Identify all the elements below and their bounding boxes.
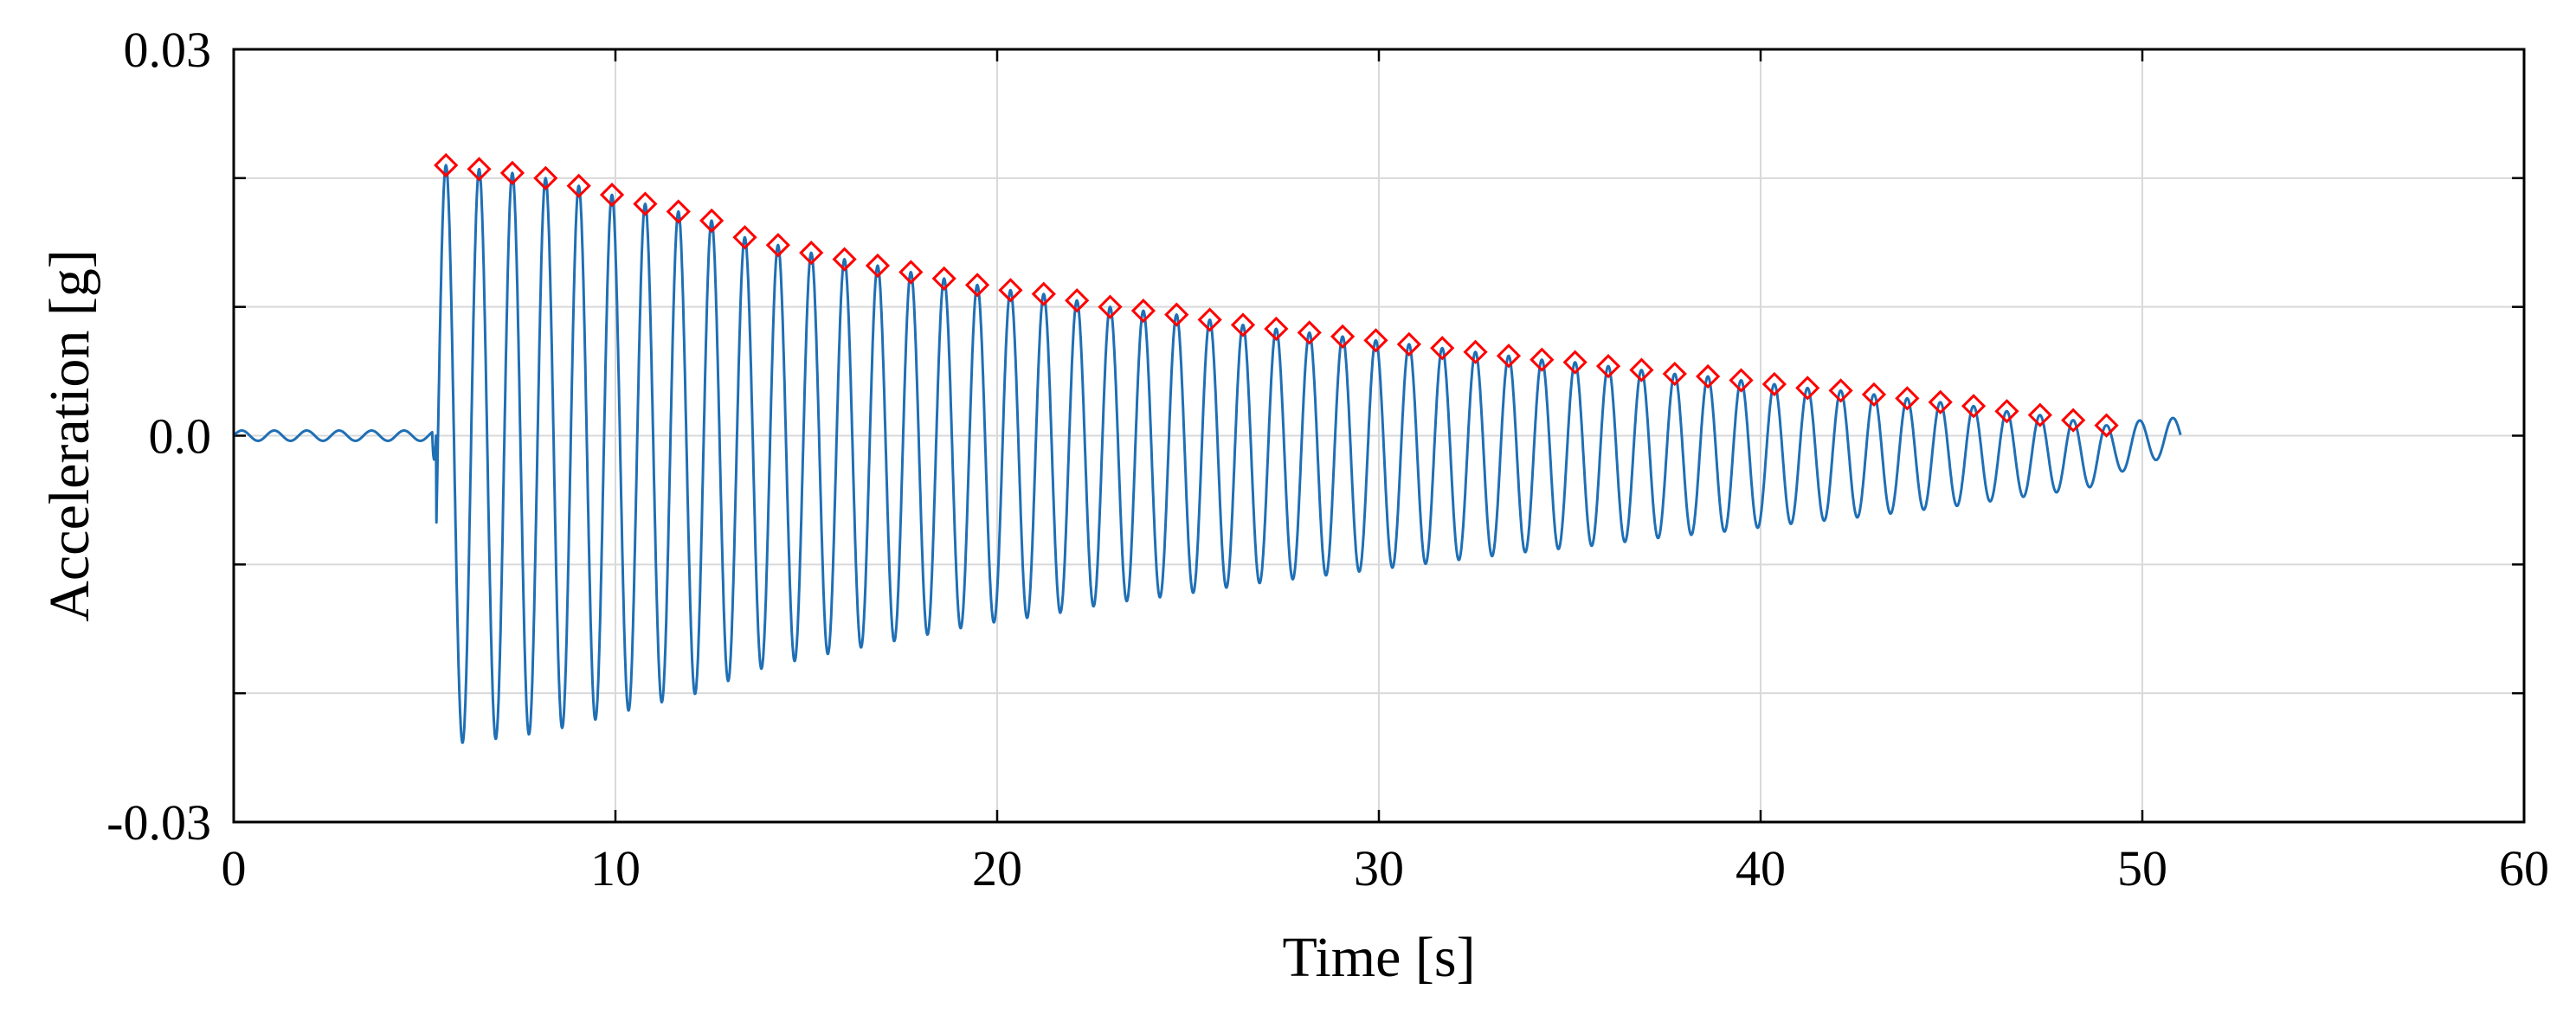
peak-marker — [1629, 357, 1654, 382]
peak-marker — [1928, 389, 1953, 414]
peak-marker — [499, 160, 525, 186]
peak-marker — [533, 165, 558, 190]
peak-marker — [898, 260, 924, 285]
peak-marker — [1562, 350, 1587, 375]
peak-marker — [732, 225, 757, 250]
peak-marker — [1197, 307, 1222, 332]
peak-marker — [434, 152, 459, 178]
peak-marker — [2094, 413, 2119, 438]
peak-marker — [1363, 328, 1388, 353]
peak-marker — [599, 183, 625, 208]
x-tick-label: 40 — [1736, 840, 1786, 896]
peak-marker — [566, 173, 591, 198]
peak-marker — [633, 191, 658, 216]
peak-marker — [1994, 399, 2019, 424]
peak-marker — [832, 247, 857, 272]
peak-marker — [467, 157, 492, 182]
x-tick-label: 20 — [972, 840, 1022, 896]
peak-marker — [1696, 363, 1721, 389]
peak-marker — [998, 278, 1023, 303]
y-tick-label: 0.0 — [149, 408, 212, 465]
peak-marker — [1895, 386, 1920, 411]
peak-marker — [1761, 371, 1787, 397]
peak-marker — [1463, 339, 1488, 364]
x-axis-title: Time [s] — [1282, 926, 1475, 989]
peak-marker — [1330, 324, 1356, 350]
x-tick-labels: 0 10 20 30 40 50 60 — [222, 840, 2550, 896]
peak-marker — [865, 253, 891, 279]
y-axis-title: Acceleration [g] — [38, 249, 101, 622]
peak-marker — [1430, 336, 1455, 361]
peak-markers — [434, 152, 2119, 438]
peak-marker — [1861, 382, 1887, 407]
peak-marker — [799, 241, 824, 266]
peak-marker — [1098, 294, 1123, 319]
peak-marker — [666, 199, 691, 224]
peak-marker — [964, 273, 990, 298]
peak-marker — [2061, 408, 2086, 433]
x-tick-label: 30 — [1354, 840, 1404, 896]
peak-marker — [1230, 312, 1256, 337]
x-tick-label: 10 — [590, 840, 641, 896]
peak-marker — [699, 208, 724, 234]
grid-lines — [233, 48, 2525, 823]
peak-marker — [1264, 316, 1289, 342]
peak-marker — [1065, 288, 1090, 313]
peak-marker — [2027, 402, 2052, 427]
peak-marker — [1031, 281, 1056, 306]
peak-marker — [1795, 376, 1820, 401]
peak-marker — [1130, 299, 1156, 324]
y-tick-label: 0.03 — [124, 22, 212, 78]
peak-marker — [1530, 347, 1555, 372]
peak-marker — [1595, 354, 1621, 379]
y-tick-labels: -0.03 0.0 0.03 — [106, 22, 211, 851]
peak-marker — [765, 233, 790, 258]
x-tick-label: 50 — [2117, 840, 2167, 896]
plot-frame — [232, 48, 2526, 824]
acceleration-series — [232, 164, 2182, 744]
x-tick-label: 60 — [2499, 840, 2549, 896]
peak-marker — [931, 266, 956, 292]
peak-marker — [1164, 302, 1189, 327]
acceleration-signal-line — [232, 164, 2182, 744]
peak-marker — [1396, 331, 1421, 357]
x-tick-label: 0 — [222, 840, 247, 896]
peak-marker — [1662, 361, 1687, 387]
peak-marker — [1828, 378, 1853, 403]
peak-marker — [1729, 368, 1754, 393]
peak-marker — [1961, 394, 1987, 419]
y-tick-label: -0.03 — [106, 794, 211, 851]
peak-marker — [1297, 320, 1322, 345]
peak-marker — [1496, 344, 1522, 369]
